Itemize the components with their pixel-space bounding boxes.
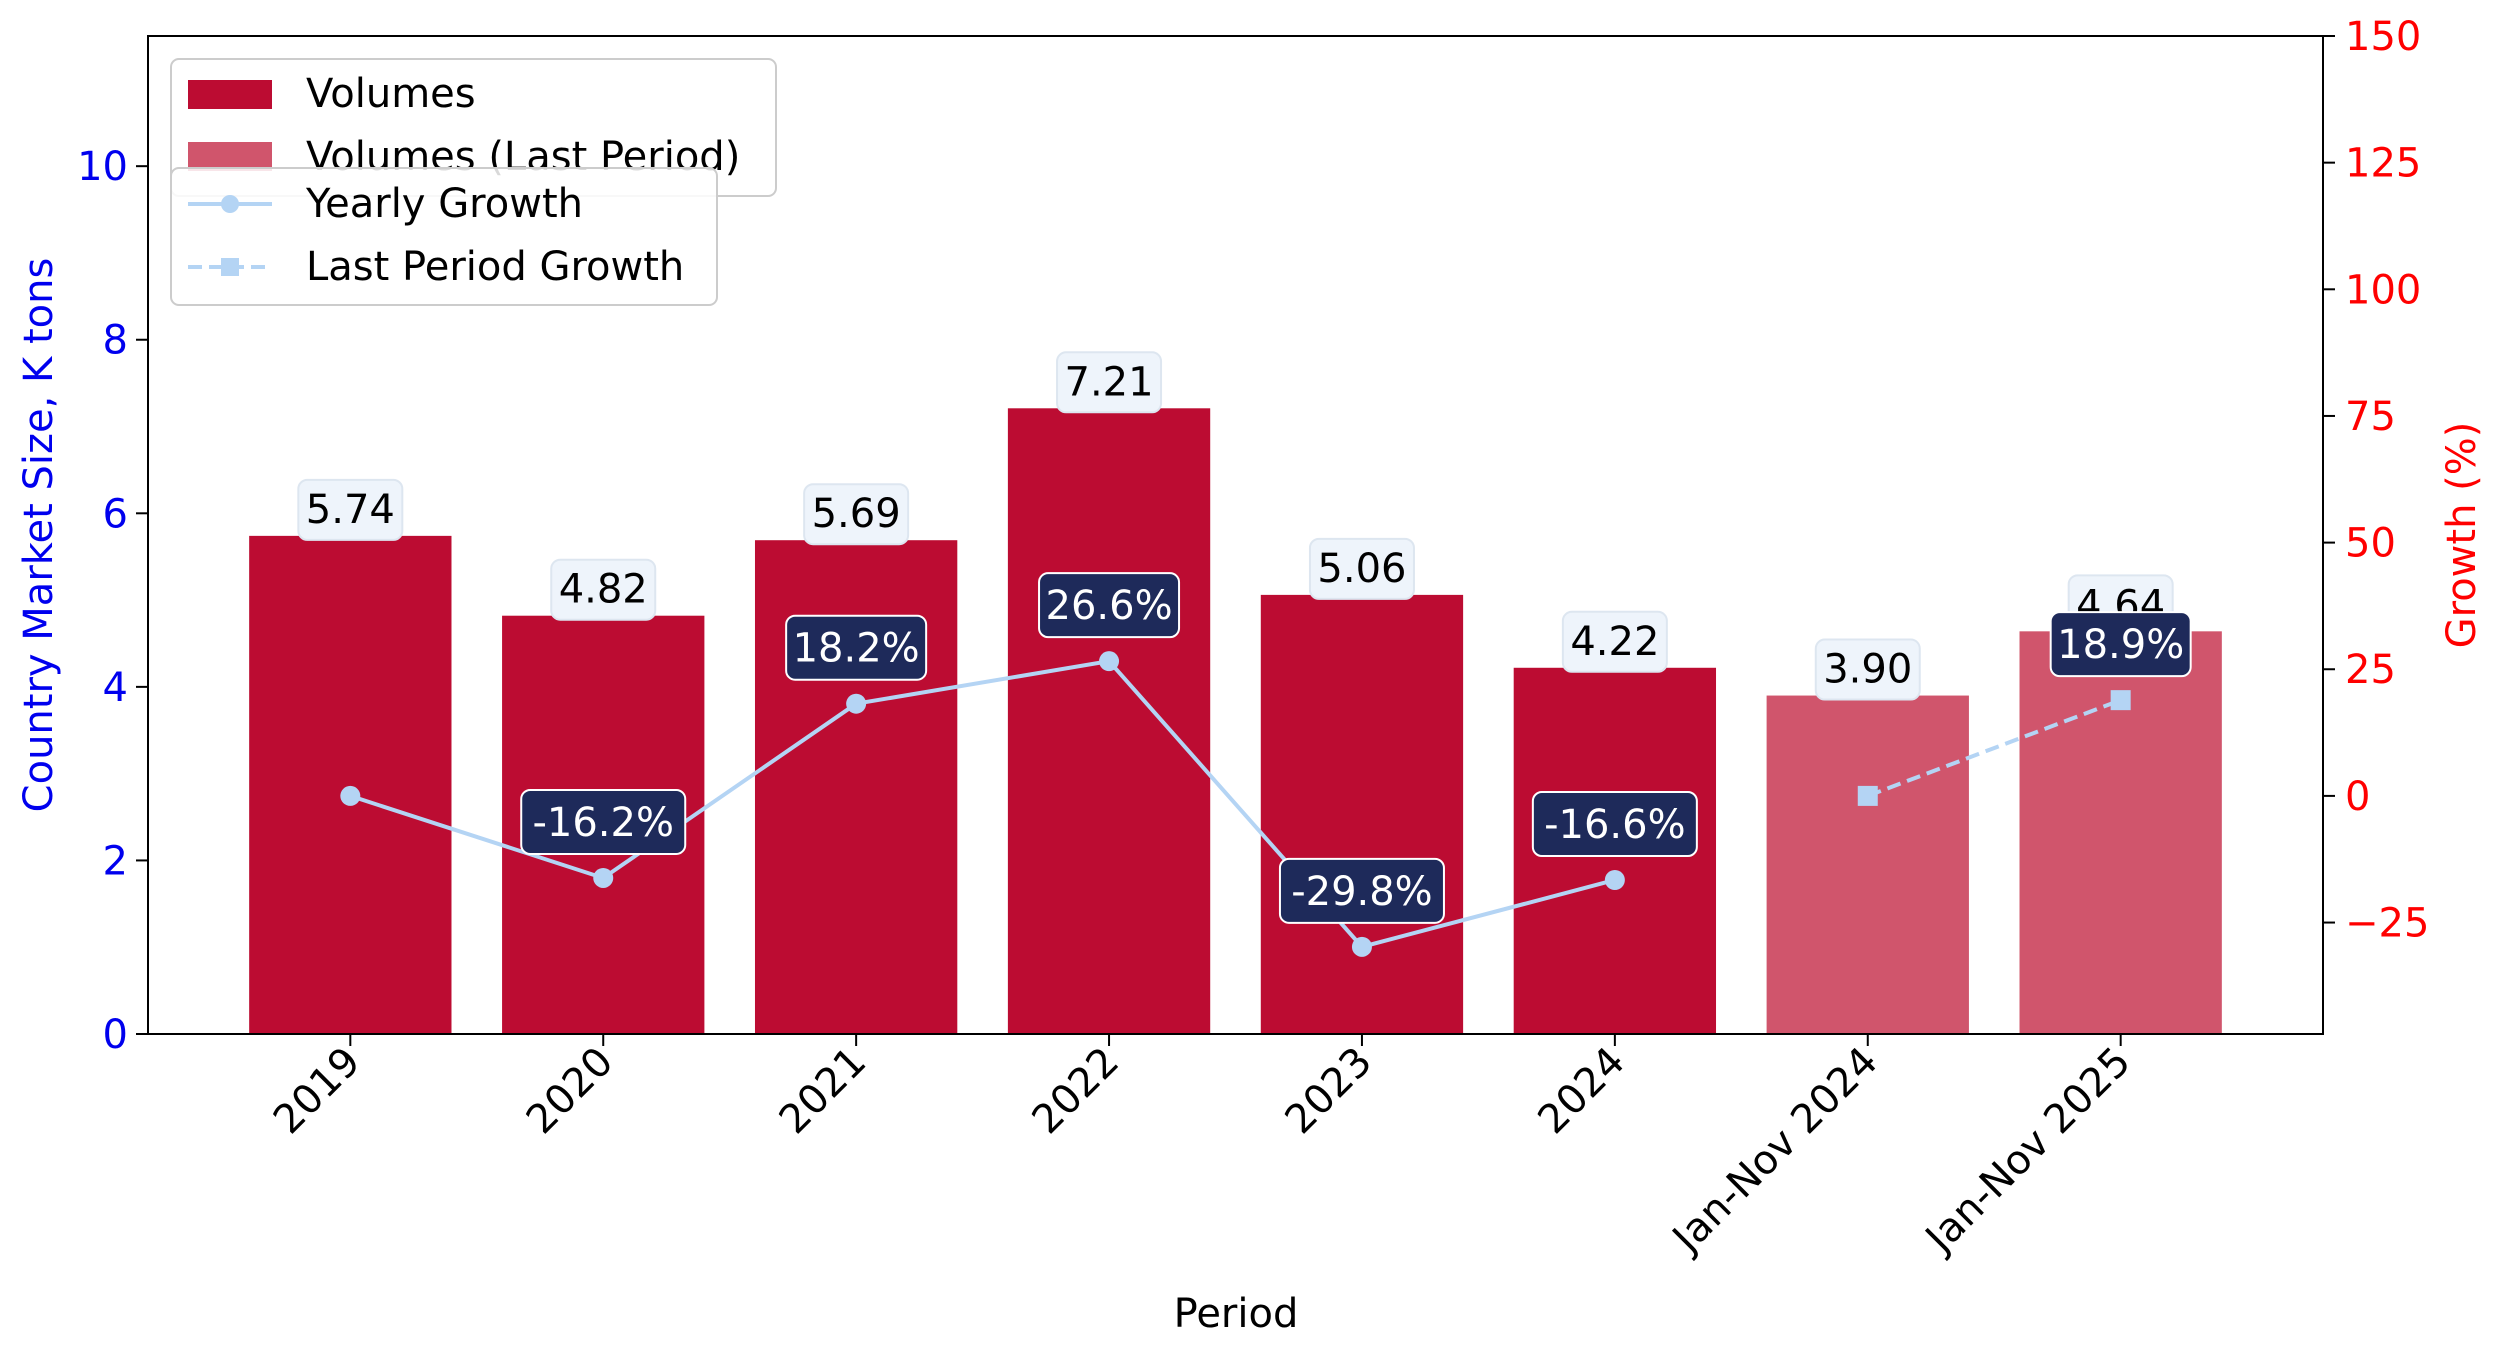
growth-label: 18.9% bbox=[2057, 622, 2184, 668]
bar-value-label: 7.21 bbox=[1065, 359, 1154, 405]
y2-tick-label: 25 bbox=[2345, 647, 2396, 693]
bar-value-label: 3.90 bbox=[1823, 647, 1912, 693]
bar-value-label-box bbox=[1056, 351, 1163, 414]
legend-swatch-volumes-last-period bbox=[188, 142, 272, 171]
bar-2023 bbox=[1260, 594, 1464, 1034]
right-axis: −25 0 25 50 75 100 125 150 bbox=[2323, 14, 2429, 947]
x-tick-label: Jan-Nov 2025 bbox=[1915, 1039, 2140, 1264]
bar-value-label: 5.06 bbox=[1317, 546, 1406, 592]
bar-value-label-box bbox=[1308, 537, 1415, 600]
point-yearly-growth bbox=[340, 785, 361, 806]
y2-tick-label: 75 bbox=[2345, 394, 2396, 440]
growth-label: 26.6% bbox=[1046, 583, 1173, 629]
left-axis: 0 2 4 6 8 10 bbox=[77, 144, 148, 1058]
plot-frame bbox=[147, 35, 2324, 1035]
x-tick-label: 2024 bbox=[1529, 1039, 1634, 1144]
legend-bars: Volumes Volumes (Last Period) bbox=[170, 58, 777, 197]
bar-value-label-box bbox=[297, 478, 404, 541]
y-tick-label: 4 bbox=[103, 665, 128, 711]
bar-value-label: 4.82 bbox=[559, 567, 648, 613]
x-tick-label: 2019 bbox=[265, 1039, 370, 1144]
point-last-period-growth bbox=[1857, 785, 1878, 806]
line-yearly-growth bbox=[349, 658, 1616, 950]
bar-value-label-box bbox=[550, 558, 657, 621]
growth-label-box bbox=[785, 614, 928, 681]
growth-label-box bbox=[1278, 857, 1445, 924]
x-tick-label: 2020 bbox=[518, 1039, 623, 1144]
legend-lines-frame bbox=[170, 167, 718, 306]
bar-value-label-box bbox=[803, 483, 910, 546]
y-tick-label: 10 bbox=[77, 144, 128, 190]
point-yearly-growth bbox=[1099, 651, 1120, 672]
point-yearly-growth bbox=[1604, 869, 1625, 890]
growth-labels-layer: -16.2% 18.2% 26.6% -29.8% -16.6% 18.9% bbox=[520, 572, 2192, 924]
value-labels-layer: 5.744.825.697.215.064.223.904.64 bbox=[297, 351, 2174, 701]
x-tick-label: Jan-Nov 2024 bbox=[1662, 1039, 1887, 1264]
growth-label-box bbox=[2049, 611, 2192, 678]
y2-tick-label: 100 bbox=[2345, 267, 2421, 313]
y-tick-label: 6 bbox=[103, 491, 128, 537]
growth-label: -29.8% bbox=[1291, 869, 1433, 915]
y-tick-label: 8 bbox=[103, 318, 128, 364]
y-tick-label: 0 bbox=[103, 1012, 128, 1058]
x-tick-label: 2021 bbox=[771, 1039, 876, 1144]
x-tick-label: 2023 bbox=[1277, 1039, 1382, 1144]
y2-tick-label: 150 bbox=[2345, 14, 2421, 60]
growth-label: -16.2% bbox=[532, 800, 674, 846]
y2-axis-label: Growth (%) bbox=[2439, 422, 2485, 649]
y-axis-label: Country Market Size, K tons bbox=[16, 258, 62, 813]
bar-2021 bbox=[754, 540, 958, 1034]
legend-label-yearly-growth: Yearly Growth bbox=[305, 181, 583, 227]
line-last-period-growth bbox=[1867, 698, 2122, 798]
y2-tick-label: 125 bbox=[2345, 141, 2421, 187]
legend-marker-last-period-growth bbox=[221, 258, 239, 276]
x-axis: 2019 2020 2021 2022 2023 2024 Jan-Nov 2024 Jan-… bbox=[265, 1034, 2140, 1263]
growth-label-box bbox=[520, 788, 687, 855]
y2-tick-label: 50 bbox=[2345, 521, 2396, 567]
y2-tick-label: 0 bbox=[2345, 774, 2370, 820]
legend-label-last-period-growth: Last Period Growth bbox=[306, 244, 684, 290]
point-last-period-growth bbox=[2110, 690, 2131, 711]
legend-swatch-volumes bbox=[188, 80, 272, 109]
growth-label-box bbox=[1531, 790, 1698, 857]
bars-layer bbox=[249, 408, 2222, 1035]
growth-label: 18.2% bbox=[793, 626, 920, 672]
point-yearly-growth bbox=[593, 867, 614, 888]
bar-value-label: 5.74 bbox=[306, 487, 395, 533]
bar-2022 bbox=[1007, 408, 1211, 1035]
bar-value-label: 5.69 bbox=[812, 491, 901, 537]
bar-jan-nov-2024 bbox=[1766, 695, 1969, 1034]
bar-value-label: 4.22 bbox=[1570, 619, 1659, 665]
x-axis-label: Period bbox=[1174, 1291, 1299, 1337]
point-yearly-growth bbox=[1351, 936, 1372, 957]
point-yearly-growth bbox=[846, 693, 867, 714]
growth-lines-layer bbox=[340, 651, 2131, 957]
bar-2019 bbox=[249, 535, 452, 1034]
legend-marker-yearly-growth bbox=[221, 195, 239, 213]
legend-label-volumes: Volumes bbox=[306, 71, 476, 117]
bar-value-label-box bbox=[1561, 610, 1668, 673]
y-tick-label: 2 bbox=[103, 838, 128, 884]
x-tick-label: 2022 bbox=[1024, 1039, 1129, 1144]
growth-label: -16.6% bbox=[1544, 802, 1686, 848]
y2-tick-label: −25 bbox=[2345, 901, 2429, 947]
legend-lines: Yearly Growth Last Period Growth bbox=[170, 167, 718, 306]
bar-value-label-box bbox=[1814, 638, 1921, 701]
growth-label-box bbox=[1038, 572, 1181, 639]
